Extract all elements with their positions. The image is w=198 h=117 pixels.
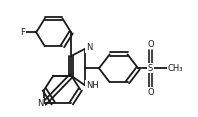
- Text: F: F: [20, 28, 25, 37]
- Text: NH: NH: [86, 81, 99, 90]
- Text: CH₃: CH₃: [168, 64, 183, 73]
- Text: O: O: [147, 88, 154, 97]
- Text: S: S: [148, 64, 153, 73]
- Text: N: N: [86, 43, 92, 52]
- Text: O: O: [147, 40, 154, 49]
- Text: N: N: [37, 99, 44, 108]
